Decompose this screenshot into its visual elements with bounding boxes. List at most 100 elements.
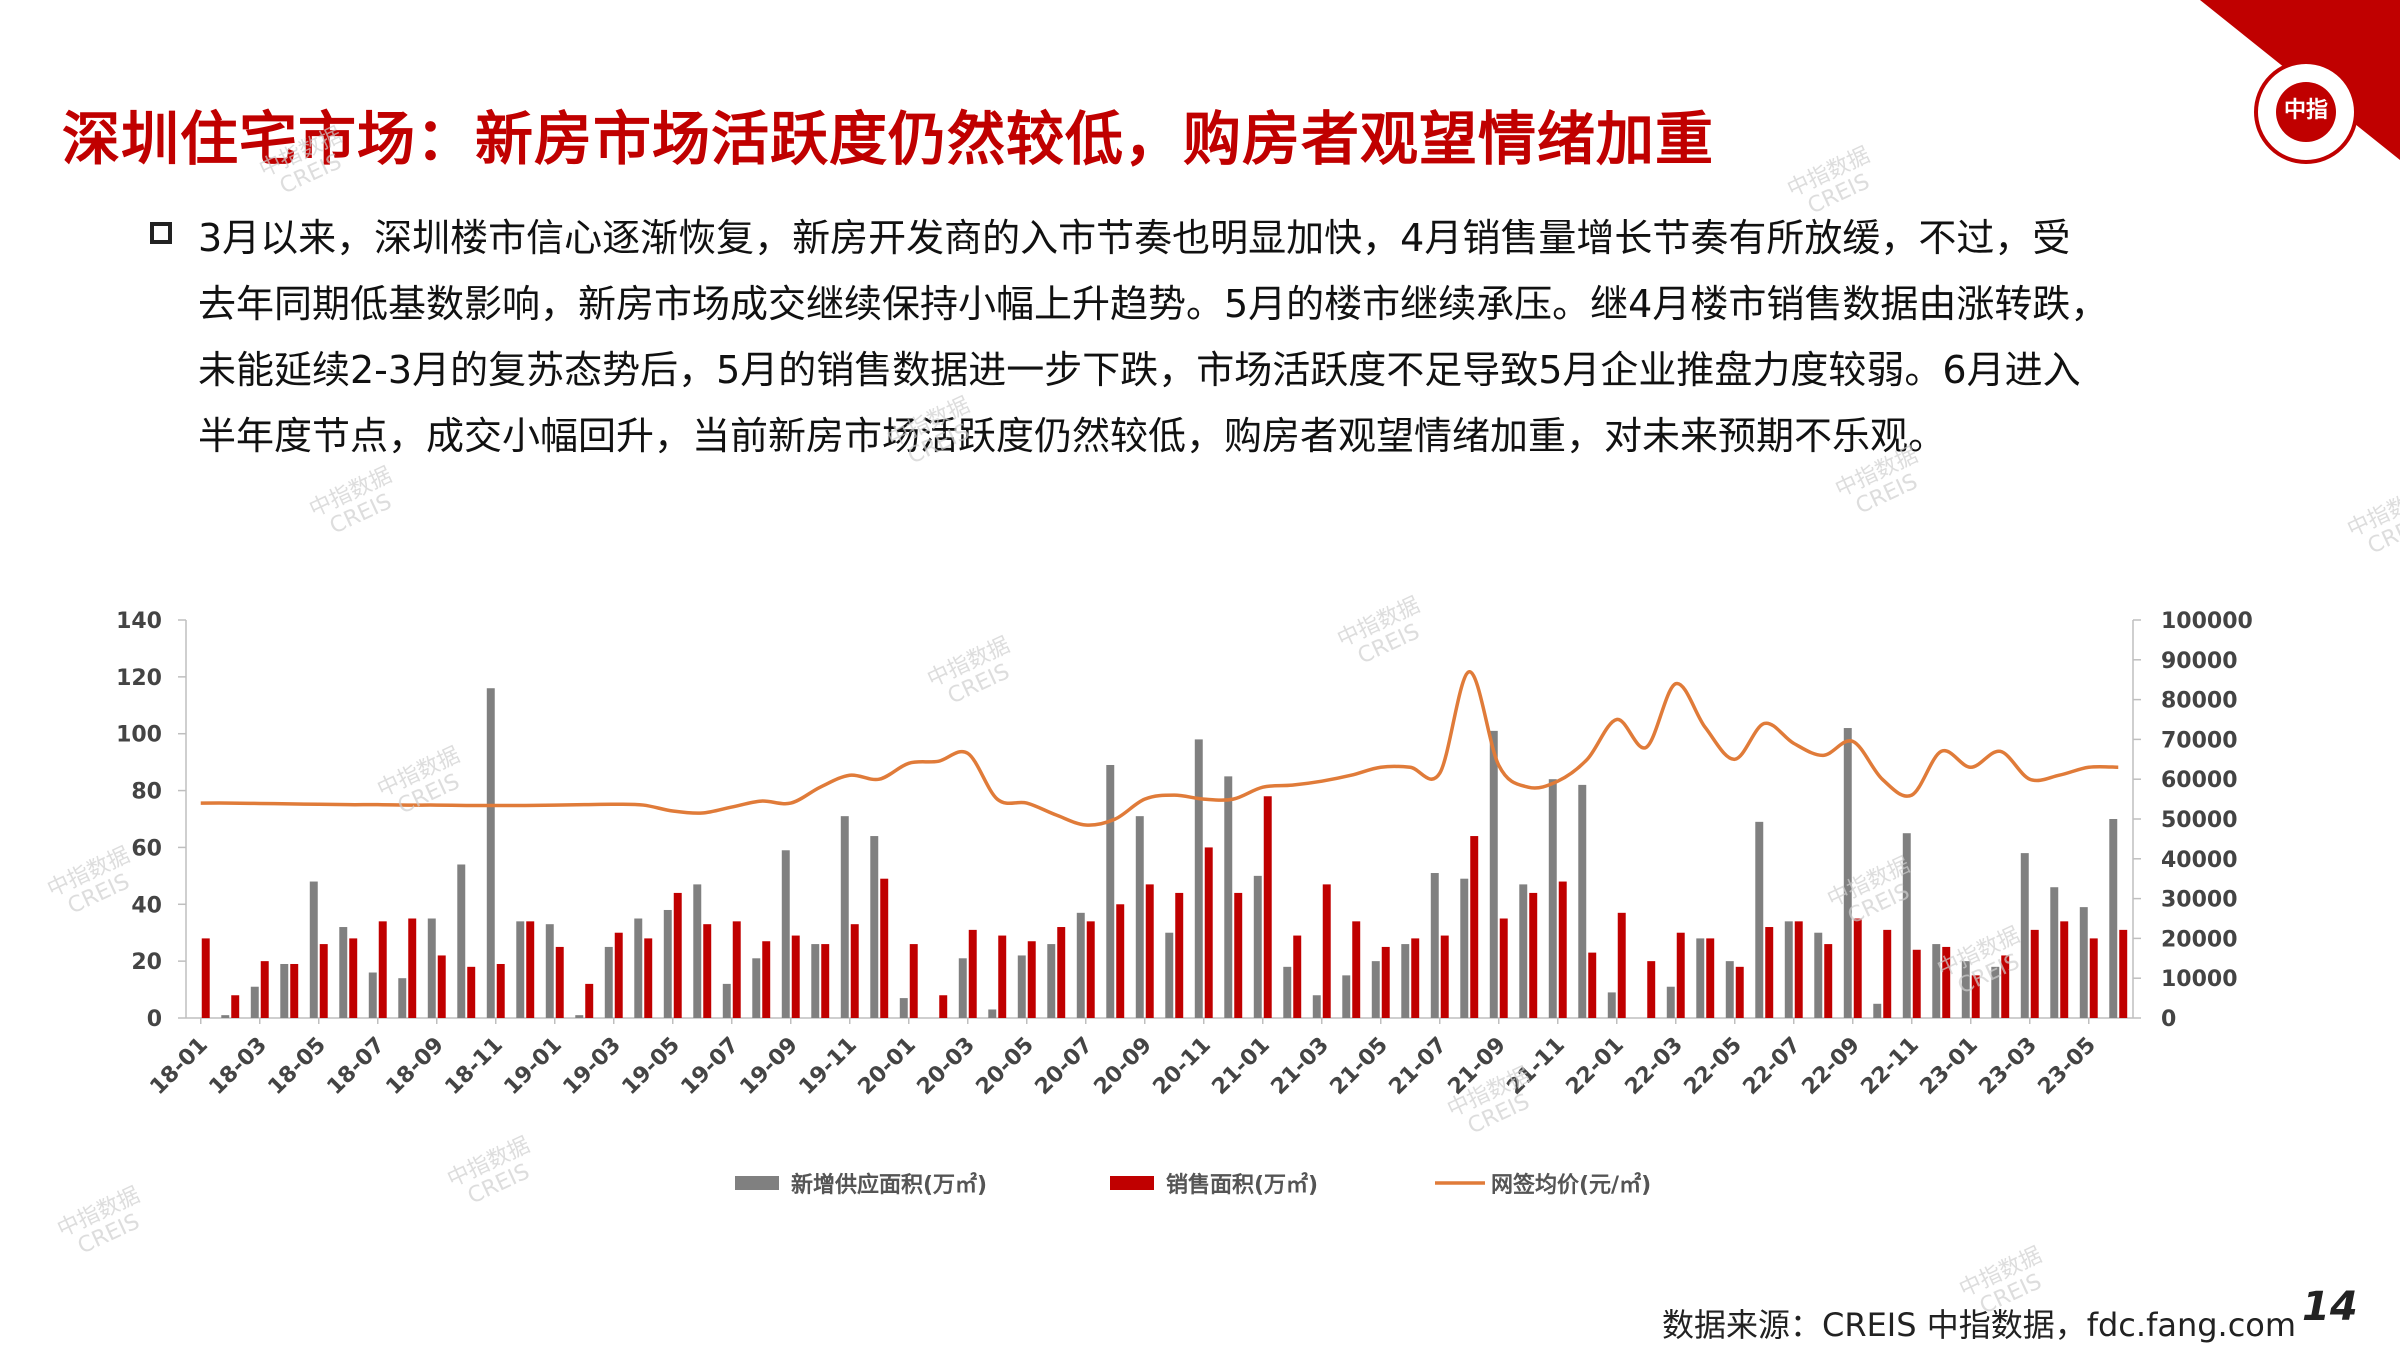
bar-sales <box>585 983 594 1018</box>
bar-supply <box>2020 853 2029 1018</box>
bar-sales <box>880 878 889 1018</box>
bar-sales <box>555 946 564 1018</box>
x-tick-label: 23-01 <box>1916 1033 1983 1100</box>
bar-sales <box>1735 966 1744 1018</box>
bar-sales <box>526 921 535 1018</box>
bar-sales <box>319 944 328 1018</box>
bar-supply <box>368 972 377 1018</box>
body-line: 去年同期低基数影响，新房市场成交继续保持小幅上升趋势。5月的楼市继续承压。继4月… <box>198 282 2109 326</box>
bar-supply <box>693 884 702 1018</box>
y-left-tick-label: 100 <box>116 723 162 748</box>
bar-supply <box>280 963 289 1018</box>
y-left-tick-label: 60 <box>131 836 162 861</box>
bar-supply <box>1607 992 1616 1018</box>
bar-sales <box>1322 884 1331 1018</box>
bar-supply <box>1460 878 1469 1018</box>
x-tick-label: 18-11 <box>441 1033 508 1100</box>
bar-sales <box>1352 921 1361 1018</box>
x-tick-label: 22-09 <box>1798 1033 1865 1100</box>
x-tick-label: 20-09 <box>1090 1033 1157 1100</box>
bar-supply <box>1430 873 1439 1018</box>
source-note: 数据来源：CREIS 中指数据，fdc.fang.com <box>1662 1306 2297 1344</box>
y-right-tick-label: 0 <box>2161 1007 2176 1032</box>
bar-sales <box>1381 946 1390 1018</box>
bar-supply <box>811 944 820 1018</box>
bar-sales <box>260 961 269 1018</box>
bar-sales <box>437 955 446 1018</box>
bar-sales <box>1676 932 1685 1018</box>
bar-sales <box>2030 929 2039 1018</box>
x-tick-label: 18-09 <box>382 1033 449 1100</box>
bar-supply <box>840 816 849 1018</box>
bar-sales <box>231 995 240 1018</box>
x-tick-label: 22-07 <box>1739 1033 1806 1100</box>
slide-title: 深圳住宅市场：新房市场活跃度仍然较低，购房者观望情绪加重 <box>62 105 1715 173</box>
y-right-tick-label: 50000 <box>2161 808 2238 833</box>
body-paragraph: 3月以来，深圳楼市信心逐渐恢复，新房开发商的入市节奏也明显加快，4月销售量增长节… <box>198 205 2228 469</box>
bar-sales <box>378 921 387 1018</box>
bar-supply <box>1784 921 1793 1018</box>
y-left-tick-label: 140 <box>116 609 162 634</box>
y-left-tick-label: 0 <box>147 1007 162 1032</box>
line-price <box>200 670 2119 827</box>
x-tick-label: 21-07 <box>1385 1033 1452 1100</box>
bar-sales <box>1588 952 1597 1018</box>
bar-sales <box>614 932 623 1018</box>
bar-supply <box>1371 961 1380 1018</box>
bar-sales <box>1647 961 1656 1018</box>
bar-supply <box>899 998 908 1018</box>
bar-sales <box>1558 881 1567 1018</box>
bar-supply <box>398 978 407 1018</box>
x-tick-label: 19-09 <box>736 1033 803 1100</box>
bar-sales <box>1824 944 1833 1018</box>
bar-supply <box>221 1015 230 1018</box>
bar-supply <box>2079 907 2088 1018</box>
bar-supply <box>1135 816 1144 1018</box>
bar-supply <box>1253 875 1262 1018</box>
bar-sales <box>1234 892 1243 1018</box>
bar-supply <box>870 836 879 1018</box>
bar-sales <box>1617 912 1626 1018</box>
x-tick-label: 21-03 <box>1267 1033 1334 1100</box>
bar-supply <box>958 958 967 1018</box>
y-right-tick-label: 90000 <box>2161 649 2238 674</box>
bar-sales <box>1912 949 1921 1018</box>
bar-sales <box>2001 955 2010 1018</box>
y-left-tick-label: 120 <box>116 666 162 691</box>
bar-supply <box>427 918 436 1018</box>
bar-supply <box>1342 975 1351 1018</box>
x-tick-label: 19-05 <box>618 1033 685 1100</box>
legend-label: 网签均价(元/㎡) <box>1491 1172 1651 1198</box>
bar-supply <box>634 918 643 1018</box>
x-tick-label: 20-07 <box>1031 1033 1098 1100</box>
bar-sales <box>1765 927 1774 1018</box>
bar-supply <box>1548 779 1557 1018</box>
bar-sales <box>644 938 653 1018</box>
bar-sales <box>1116 904 1125 1018</box>
bar-sales <box>496 963 505 1018</box>
bar-supply <box>516 921 525 1018</box>
bar-sales <box>408 918 417 1018</box>
bar-supply <box>1312 995 1321 1018</box>
x-tick-label: 19-11 <box>795 1033 862 1100</box>
bar-sales <box>1145 884 1154 1018</box>
bar-supply <box>2109 819 2118 1018</box>
bar-sales <box>1175 892 1184 1018</box>
x-tick-label: 20-11 <box>1149 1033 1216 1100</box>
y-right-tick-label: 100000 <box>2161 609 2253 634</box>
legend-label: 新增供应面积(万㎡) <box>791 1172 987 1198</box>
bar-sales <box>1529 892 1538 1018</box>
body-line: 半年度节点，成交小幅回升，当前新房市场活跃度仍然较低，购房者观望情绪加重，对未来… <box>198 414 1947 458</box>
x-tick-label: 22-03 <box>1621 1033 1688 1100</box>
legend-swatch <box>1110 1176 1154 1190</box>
bar-sales <box>1706 938 1715 1018</box>
bar-supply <box>1401 944 1410 1018</box>
bar-supply <box>309 881 318 1018</box>
bar-supply <box>1489 730 1498 1018</box>
bar-sales <box>2119 929 2128 1018</box>
bar-supply <box>1932 944 1941 1018</box>
bar-supply <box>575 1015 584 1018</box>
bar-supply <box>1991 966 2000 1018</box>
bar-sales <box>290 963 299 1018</box>
x-tick-label: 18-03 <box>205 1033 272 1100</box>
